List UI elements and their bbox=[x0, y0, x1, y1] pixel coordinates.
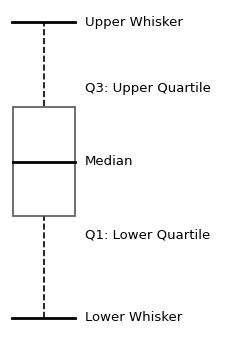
Text: Q3: Upper Quartile: Q3: Upper Quartile bbox=[85, 82, 211, 95]
Text: Lower Whisker: Lower Whisker bbox=[85, 311, 182, 324]
Bar bbox=[12, 107, 75, 216]
Text: Median: Median bbox=[85, 155, 134, 168]
Text: Q1: Lower Quartile: Q1: Lower Quartile bbox=[85, 228, 210, 241]
Text: Upper Whisker: Upper Whisker bbox=[85, 16, 183, 29]
